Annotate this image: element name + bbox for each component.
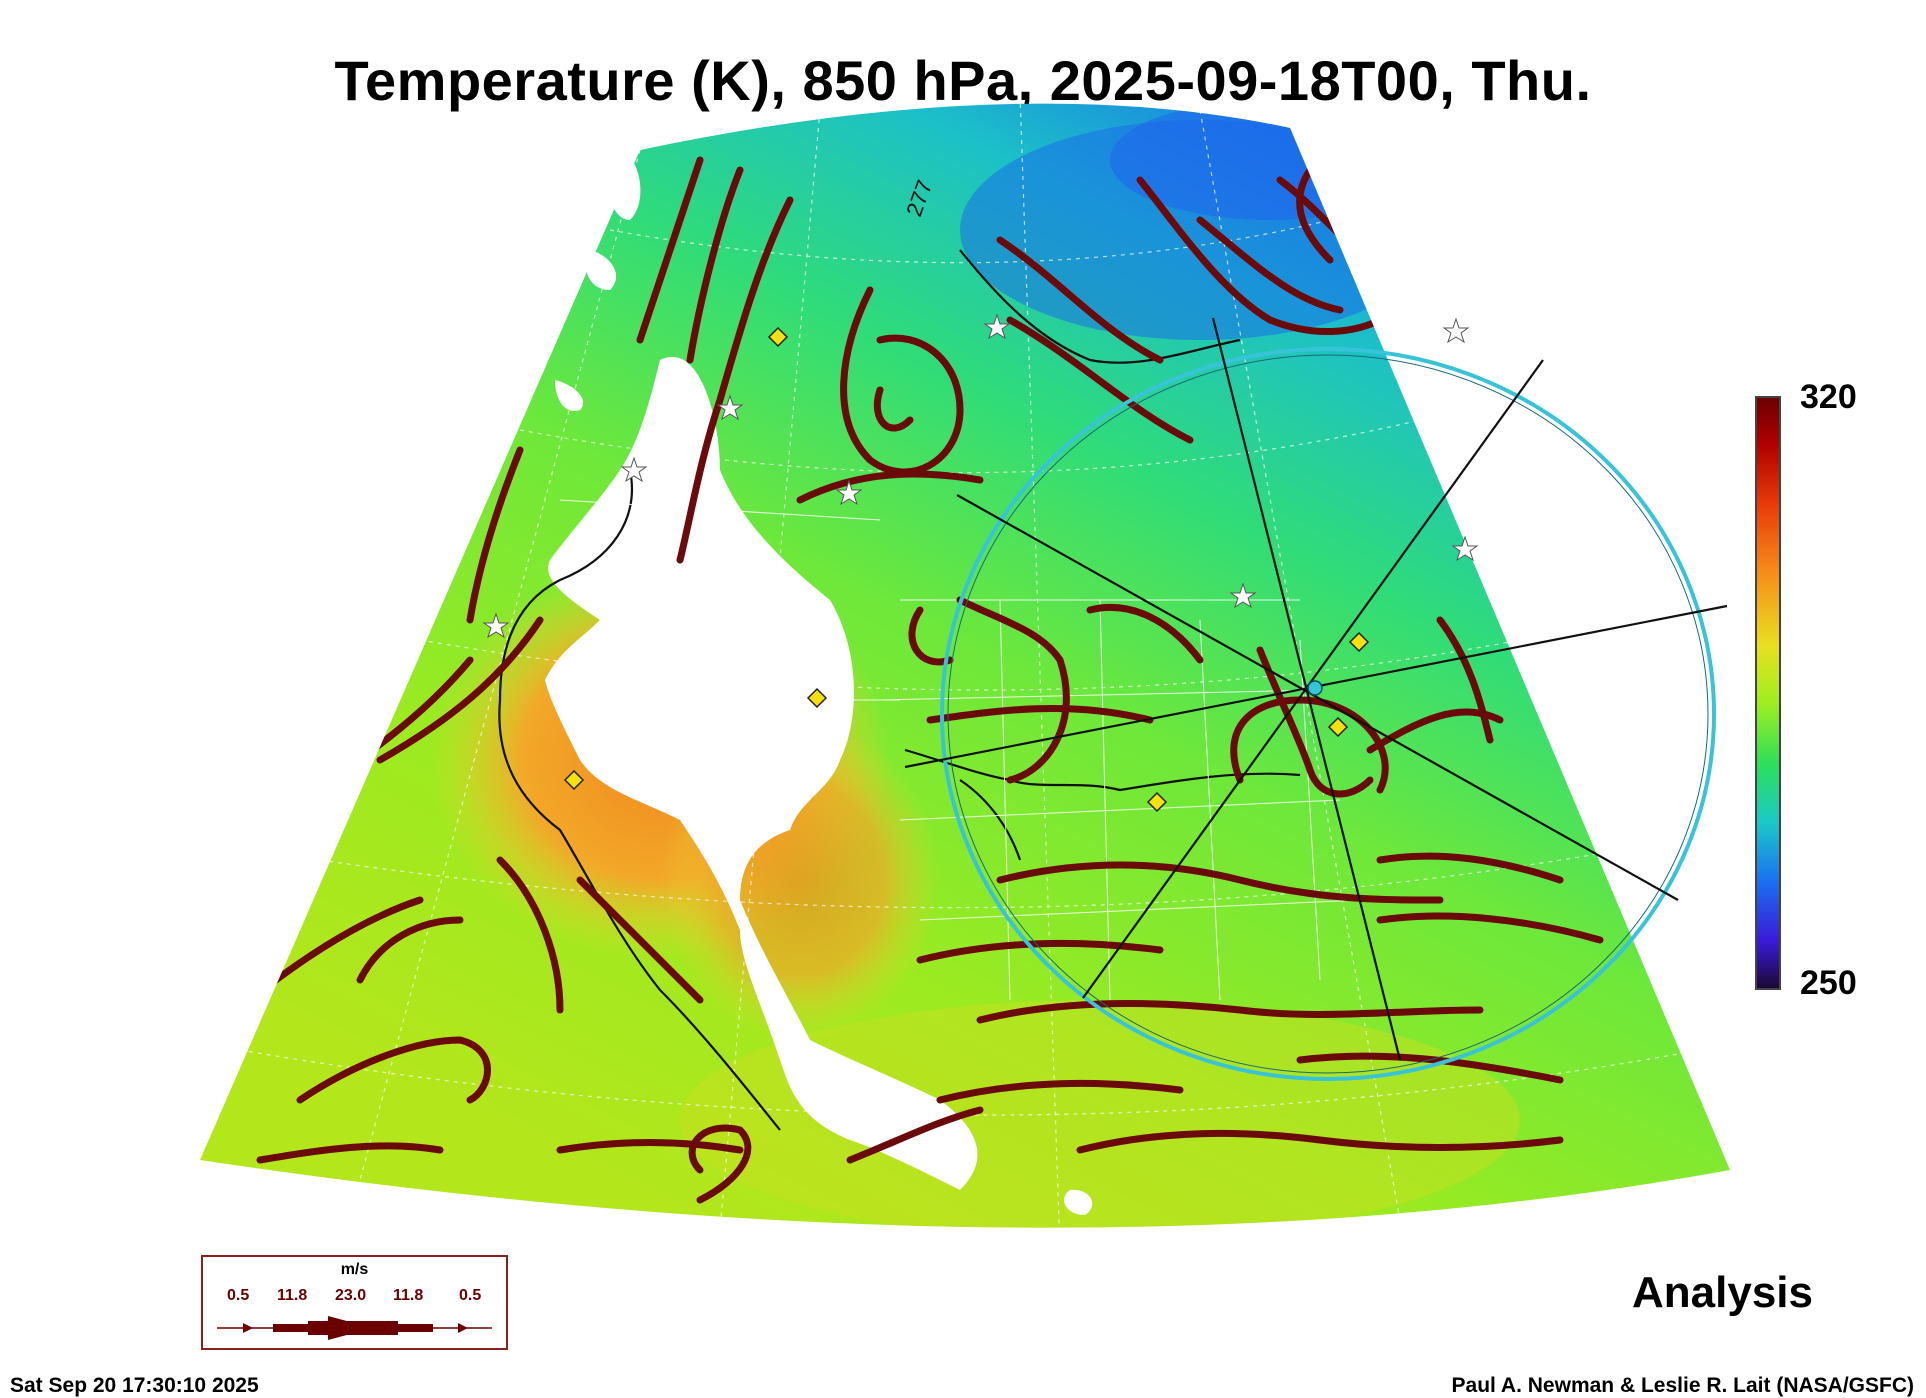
observation-circle [940, 347, 1716, 1081]
wind-legend-value: 0.5 [227, 1287, 250, 1304]
graticule [239, 103, 1701, 1228]
wind-legend-value: 23.0 [335, 1287, 367, 1304]
temperature-field [200, 103, 1730, 1228]
diamond-marker [1146, 791, 1168, 813]
panel-label: Analysis [1632, 1268, 1813, 1317]
star-marker [716, 394, 744, 421]
star-marker [1229, 582, 1257, 609]
wind-legend-unit: m/s [340, 1261, 369, 1278]
diamond-marker [1327, 716, 1349, 738]
diamond-marker [563, 769, 585, 791]
star-marker [620, 456, 648, 483]
temperature-colorbar [1755, 396, 1781, 990]
center-marker [1307, 680, 1323, 696]
yellow-diamonds [563, 326, 1370, 813]
diamond-marker [1348, 631, 1370, 653]
diamond-marker [806, 687, 828, 709]
diamond-marker [767, 326, 789, 348]
coastlines [498, 249, 1301, 1131]
star-marker [1451, 535, 1479, 562]
map-title: Temperature (K), 850 hPa, 2025-09-18T00,… [334, 49, 1592, 112]
wind-legend-value: 0.5 [459, 1287, 482, 1304]
wind-legend-value: 11.8 [393, 1287, 424, 1304]
station-stars [482, 313, 1479, 639]
wind-speed-legend: m/s 0.5 11.8 23.0 11.8 0.5 [201, 1255, 508, 1350]
cross-section-lines [904, 317, 1728, 1061]
state-borders [559, 499, 1361, 1001]
wind-legend-arrow [217, 1316, 492, 1340]
star-marker [983, 313, 1011, 340]
star-marker [1442, 317, 1470, 344]
generation-timestamp: Sat Sep 20 17:30:10 2025 [10, 1374, 259, 1397]
star-marker [835, 479, 863, 506]
colorbar-min-label: 250 [1800, 964, 1857, 1002]
colorbar-max-label: 320 [1800, 378, 1857, 416]
credit-line: Paul A. Newman & Leslie R. Lait (NASA/GS… [1451, 1374, 1914, 1397]
wind-legend-value: 11.8 [277, 1287, 308, 1304]
star-marker [482, 612, 510, 639]
